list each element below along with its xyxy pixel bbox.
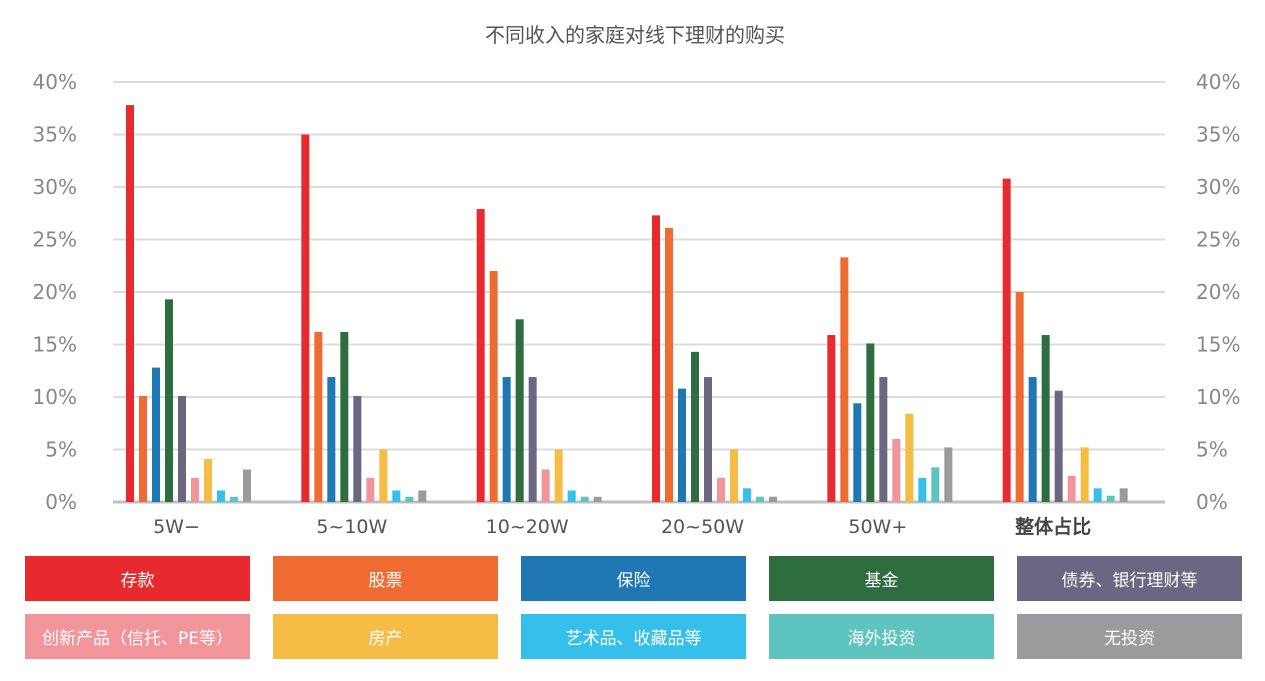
bar <box>528 377 537 502</box>
bar <box>541 469 550 502</box>
bar <box>301 134 310 502</box>
legend-item: 保险 <box>521 556 746 601</box>
x-tick-label: 10~20W <box>486 516 569 538</box>
bar <box>918 477 927 502</box>
bar <box>866 343 875 502</box>
legend-item: 无投资 <box>1017 614 1242 659</box>
bar <box>314 331 323 502</box>
bar <box>905 413 914 502</box>
bar <box>1028 377 1037 502</box>
y-tick-label-left: 15% <box>33 333 77 357</box>
bar <box>178 395 186 502</box>
bar <box>730 449 738 502</box>
bar <box>879 377 888 502</box>
y-tick-label-left: 25% <box>33 228 77 252</box>
x-tick-label: 5W− <box>153 516 200 538</box>
legend-item: 艺术品、收藏品等 <box>521 614 746 659</box>
x-tick-label: 50W+ <box>848 516 907 538</box>
bar <box>502 377 511 502</box>
legend-item: 基金 <box>769 556 994 601</box>
y-tick-label-left: 5% <box>45 438 77 462</box>
bar <box>1093 488 1102 502</box>
bar <box>1106 495 1115 502</box>
bar <box>554 449 563 502</box>
y-tick-label-left: 35% <box>33 123 77 147</box>
y-tick-label-right: 30% <box>1196 175 1240 199</box>
bar <box>418 490 427 502</box>
legend-row: 存款 股票 保险 基金 债券、银行理财等 <box>25 556 1245 601</box>
legend: 存款 股票 保险 基金 债券、银行理财等 创新产品（信托、PE等） 房产 艺术品、收藏品等 海外… <box>25 556 1245 672</box>
y-tick-label-right: 15% <box>1196 333 1240 357</box>
legend-item: 海外投资 <box>769 614 994 659</box>
y-tick-label-right: 35% <box>1196 123 1240 147</box>
y-tick-label-right: 0% <box>1196 490 1228 514</box>
y-tick-label-left: 30% <box>33 175 77 199</box>
chart-title: 不同收入的家庭对线下理财的购买 <box>485 23 785 47</box>
bar <box>191 477 199 502</box>
bar <box>652 215 660 502</box>
bar <box>340 331 349 502</box>
bar <box>756 496 764 502</box>
bar <box>1067 475 1076 502</box>
bar <box>489 271 498 502</box>
bar <box>353 395 362 502</box>
bar <box>1041 335 1050 502</box>
bar <box>230 496 238 502</box>
legend-item: 存款 <box>25 556 250 601</box>
legend-item: 房产 <box>273 614 498 659</box>
bar <box>691 351 699 502</box>
bar <box>840 257 849 502</box>
bar <box>392 490 401 502</box>
bar <box>366 477 375 502</box>
x-tick-label: 整体占比 <box>1015 515 1091 538</box>
bar <box>717 477 725 502</box>
y-tick-label-left: 0% <box>45 490 77 514</box>
bar <box>665 227 673 502</box>
y-tick-label-right: 25% <box>1196 228 1240 252</box>
bar <box>580 496 589 502</box>
bar <box>217 490 225 502</box>
bar <box>743 488 751 502</box>
bar <box>704 377 712 502</box>
bar <box>1080 447 1089 502</box>
bar <box>853 403 862 502</box>
y-tick-label-left: 20% <box>33 280 77 304</box>
bar <box>126 105 134 502</box>
legend-row: 创新产品（信托、PE等） 房产 艺术品、收藏品等 海外投资 无投资 <box>25 614 1245 659</box>
bar <box>139 395 147 502</box>
bar <box>1015 292 1024 502</box>
bar <box>1002 178 1011 502</box>
x-tick-label: 5~10W <box>316 516 387 538</box>
y-tick-label-left: 40% <box>33 70 77 94</box>
bar <box>593 496 602 502</box>
bar <box>204 458 212 502</box>
bar <box>515 319 524 502</box>
legend-item: 创新产品（信托、PE等） <box>25 614 250 659</box>
y-tick-label-right: 40% <box>1196 70 1240 94</box>
bar <box>152 367 160 502</box>
bar <box>405 496 414 502</box>
bar <box>944 447 953 502</box>
bar <box>892 439 901 502</box>
bar <box>379 449 388 502</box>
x-tick-label: 20~50W <box>661 516 744 538</box>
y-tick-label-left: 10% <box>33 385 77 409</box>
bar <box>1054 390 1063 502</box>
bar <box>243 469 251 502</box>
bar <box>769 496 777 502</box>
bar <box>327 377 336 502</box>
bar <box>827 335 836 502</box>
y-tick-label-right: 20% <box>1196 280 1240 304</box>
legend-item: 股票 <box>273 556 498 601</box>
bar-chart: 不同收入的家庭对线下理财的购买 0% 0% 5% 5% 10% 10% 15% 15% 20% 2… <box>33 23 1241 538</box>
bar <box>567 490 576 502</box>
bar <box>678 388 686 502</box>
y-tick-label-right: 5% <box>1196 438 1228 462</box>
y-tick-label-right: 10% <box>1196 385 1240 409</box>
bar <box>476 209 485 503</box>
bar <box>931 467 940 502</box>
legend-item: 债券、银行理财等 <box>1017 556 1242 601</box>
bar <box>165 299 173 502</box>
bar <box>1119 488 1128 502</box>
